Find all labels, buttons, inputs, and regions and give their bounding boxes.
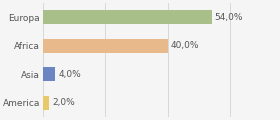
Text: 4,0%: 4,0% (59, 70, 81, 79)
Bar (43, 39, 168, 53)
Bar (43, 67, 55, 81)
Bar (43, 96, 49, 110)
Bar (43, 10, 212, 24)
Text: 2,0%: 2,0% (52, 98, 75, 107)
Text: 54,0%: 54,0% (215, 13, 243, 22)
Text: 40,0%: 40,0% (171, 41, 200, 50)
